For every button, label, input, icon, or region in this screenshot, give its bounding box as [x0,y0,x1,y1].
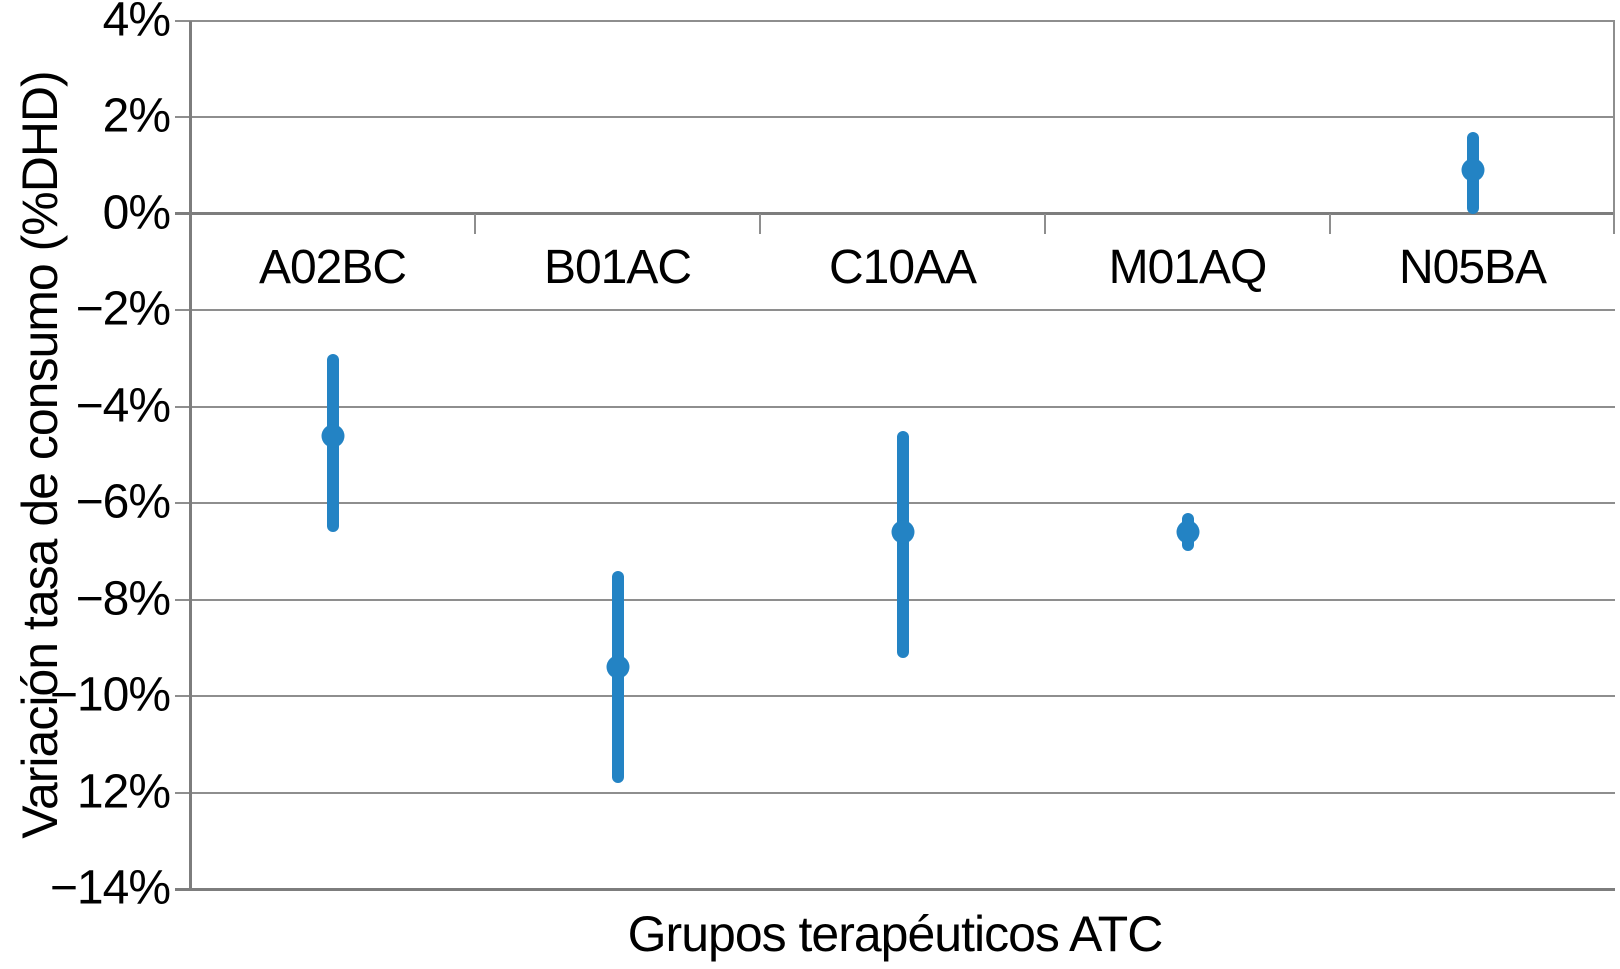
y-tick-label: 2% [102,89,171,143]
gridline [175,887,1615,891]
category-label-b01ac: B01AC [543,240,692,294]
data-point-b01ac [606,655,629,679]
gridline [175,405,1615,408]
x-tick [759,213,761,234]
error-bar-c10aa [896,430,909,658]
y-tick-label: −10% [49,668,171,722]
data-point-n05ba [1461,158,1484,182]
y-tick-label: 4% [102,0,171,47]
category-label-a02bc: A02BC [258,240,407,294]
x-tick [1329,213,1331,234]
y-tick-label: 0% [102,186,171,240]
right-border-line [1613,21,1615,234]
y-axis-line [188,21,192,889]
category-label-c10aa: C10AA [828,240,977,294]
gridline [175,116,1615,119]
data-point-a02bc [321,424,344,448]
category-label-n05ba: N05BA [1398,240,1547,294]
category-label-m01aq: M01AQ [1108,240,1268,294]
gridline [175,20,1615,22]
gridline [175,791,1615,794]
y-tick-label: 12% [76,764,171,818]
data-point-m01aq [1176,520,1199,544]
y-tick-label: −4% [75,379,171,433]
y-tick-label: −14% [49,861,171,915]
x-axis-title: Grupos terapéuticos ATC [627,906,1164,962]
x-axis-baseline [175,212,1615,216]
gridline [175,598,1615,601]
gridline [175,309,1615,312]
gridline [175,695,1615,698]
y-tick-label: −8% [75,572,171,626]
y-tick-label: −2% [75,282,171,336]
data-point-c10aa [891,520,914,544]
x-tick [474,213,476,234]
gridline [175,502,1615,505]
x-tick [1044,213,1046,234]
y-tick-label: −6% [75,475,171,529]
